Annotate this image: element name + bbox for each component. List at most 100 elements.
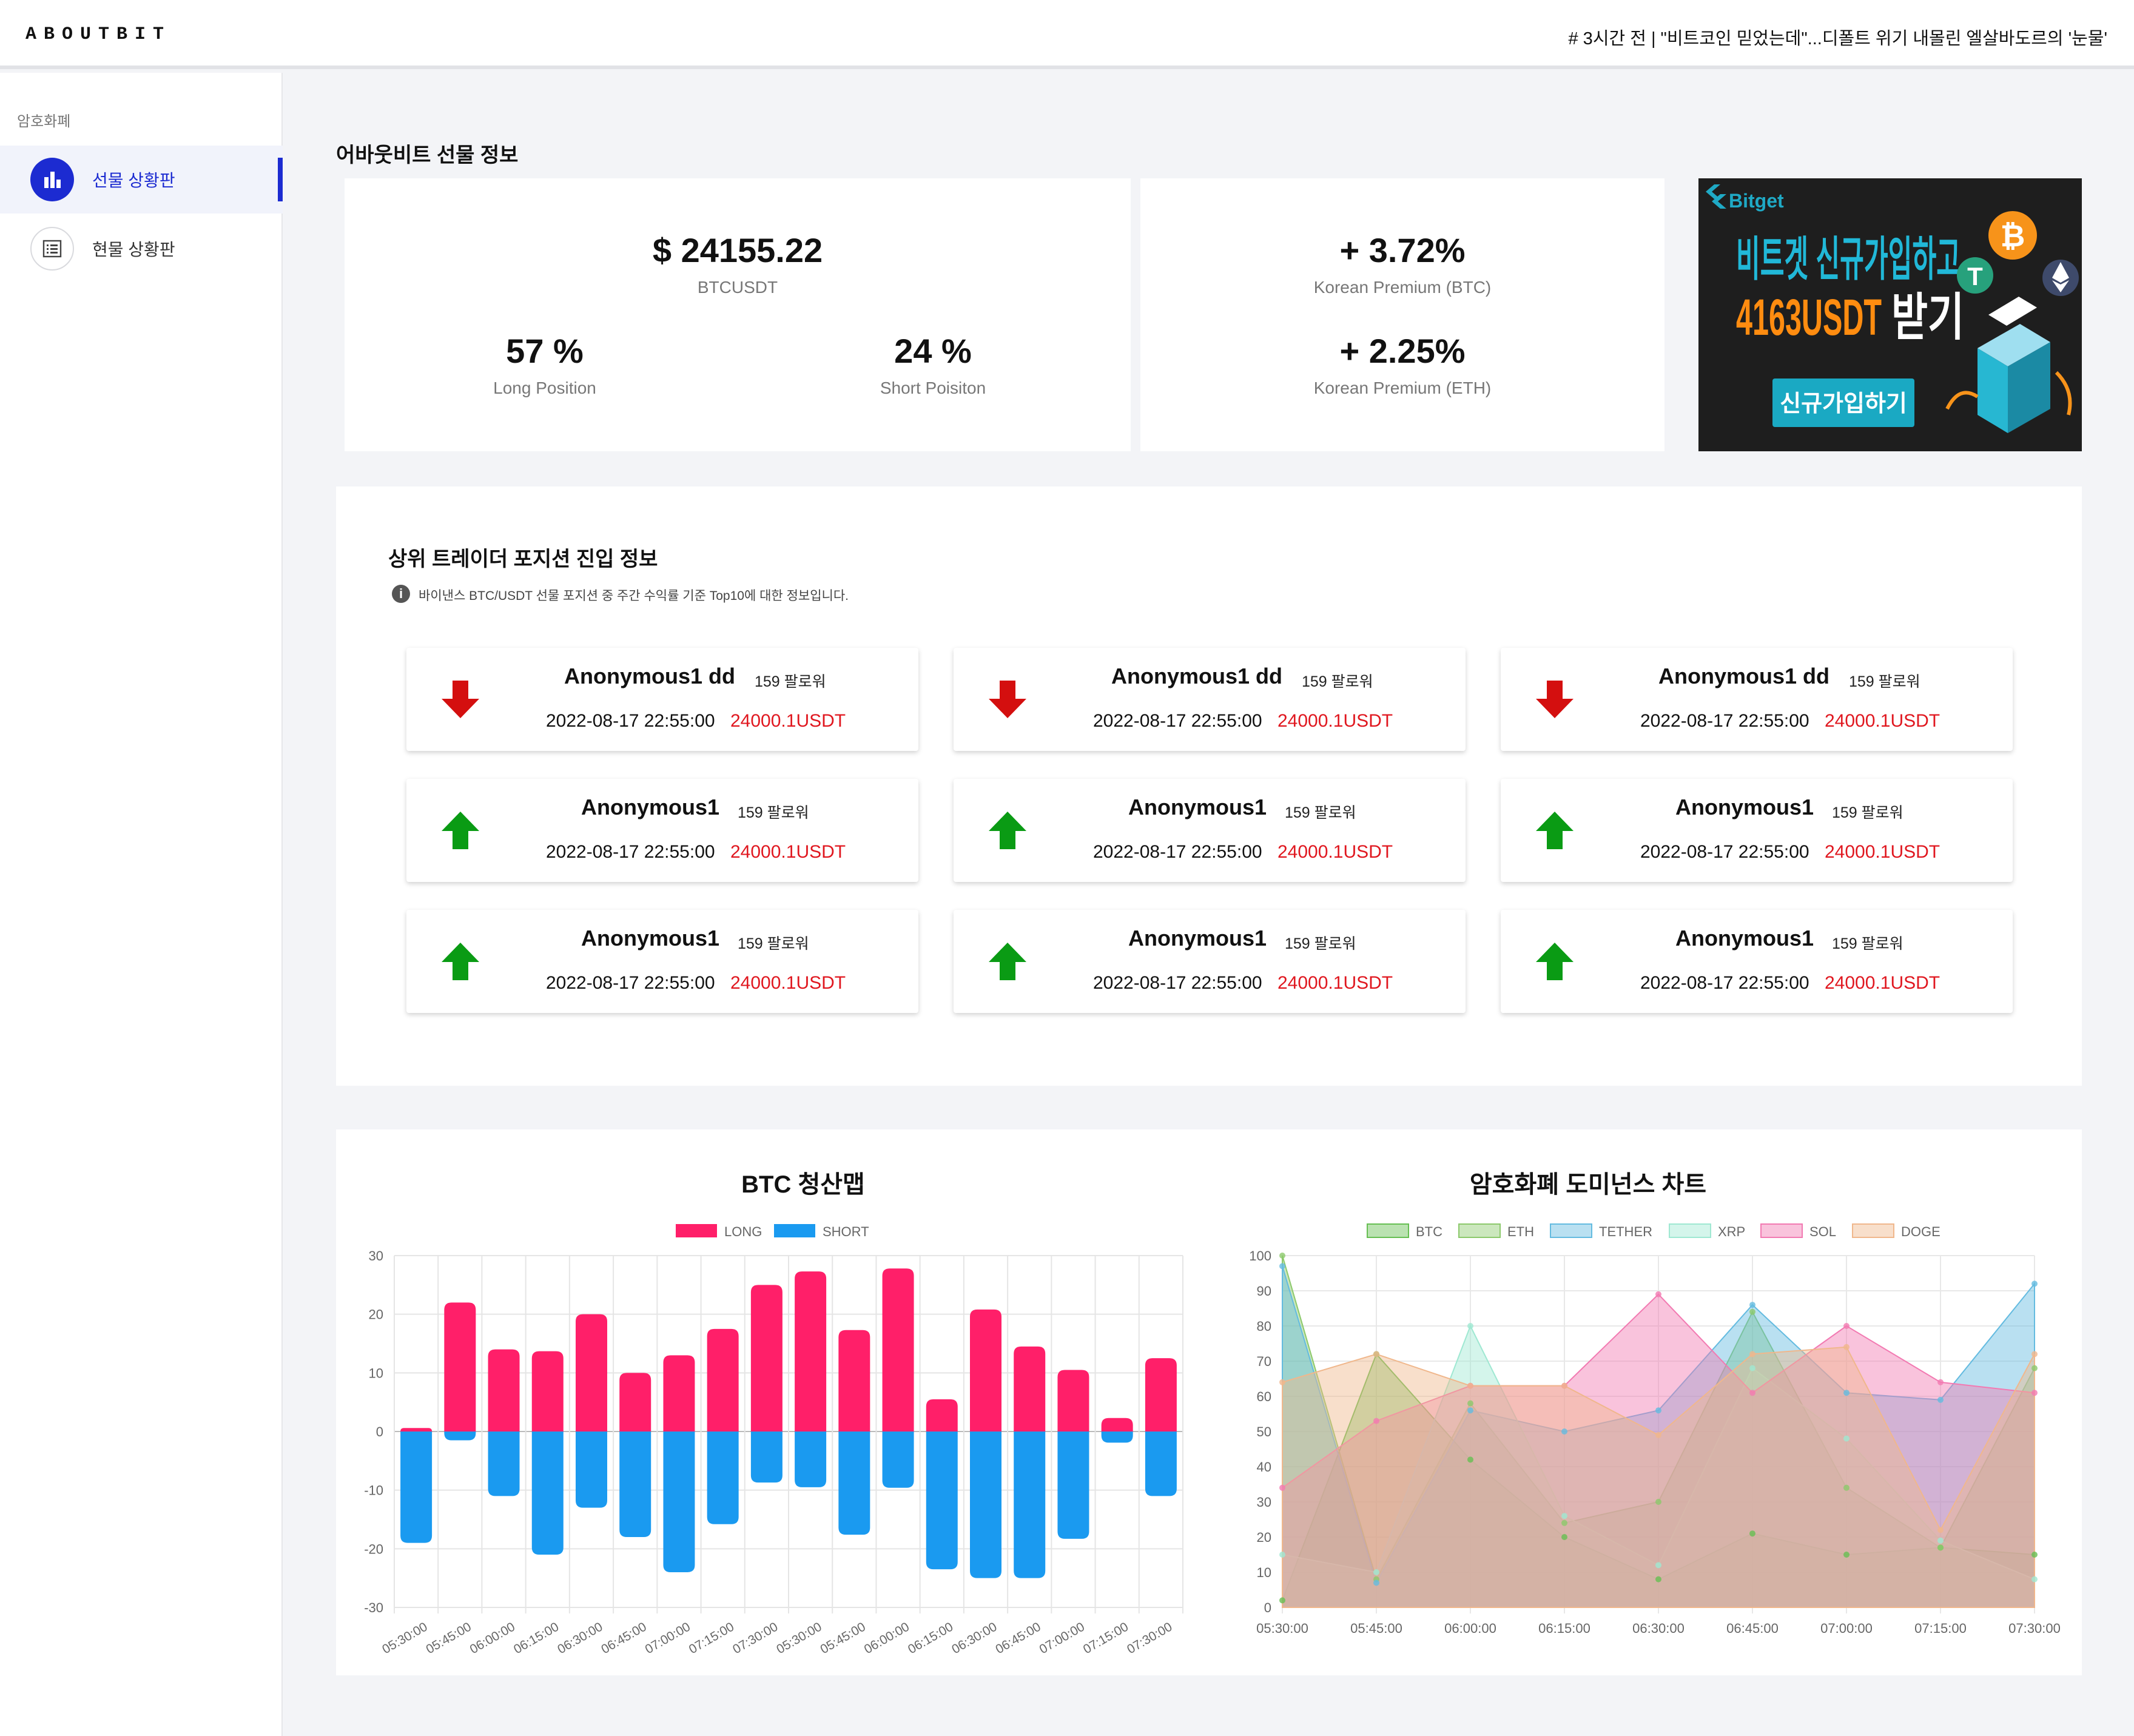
x-tick-label: 07:00:00 — [1037, 1620, 1087, 1657]
point-sol — [1937, 1379, 1944, 1385]
liquidation-chart-title: BTC 청산맵 — [741, 1171, 865, 1198]
point-eth — [1843, 1484, 1850, 1491]
bar-short — [970, 1432, 1001, 1578]
svg-text:₿: ₿ — [2001, 219, 2025, 253]
point-xrp — [1937, 1537, 1944, 1544]
legend-swatch-tether — [1550, 1223, 1592, 1238]
trader-card[interactable]: Anonymous1 159 팔로워 2022-08-17 22:55:00 2400… — [954, 779, 1466, 882]
legend-label: DOGE — [1901, 1224, 1940, 1239]
point-sol — [1843, 1323, 1850, 1329]
x-tick-label: 06:00:00 — [468, 1620, 517, 1657]
point-eth — [1467, 1400, 1473, 1407]
ad-signup-button — [1772, 378, 1914, 427]
point-tether — [1655, 1407, 1661, 1414]
trader-card[interactable]: Anonymous1 159 팔로워 2022-08-17 22:55:00 2400… — [406, 779, 918, 882]
trader-card[interactable]: Anonymous1 159 팔로워 2022-08-17 22:55:00 2400… — [1501, 779, 2013, 882]
legend-label: BTC — [1416, 1224, 1442, 1239]
bar-long — [1057, 1370, 1089, 1432]
trader-card[interactable]: Anonymous1 dd 159 팔로워 2022-08-17 22:55:00 2… — [1501, 648, 2013, 751]
sidebar-item-label: 선물 상황판 — [92, 171, 175, 190]
bar-short — [488, 1432, 520, 1496]
legend-label: XRP — [1718, 1224, 1745, 1239]
dominance-chart: BTC ETH TETHER XRP SOL DOGE100908070605040302… — [1249, 1223, 2061, 1636]
bar-long — [663, 1355, 695, 1432]
point-xrp — [1561, 1513, 1567, 1519]
svg-text:신규가입하기: 신규가입하기 — [1780, 391, 1907, 417]
trader-followers: 159 팔로워 — [1832, 804, 1903, 821]
legend-swatch-btc — [1367, 1223, 1409, 1238]
point-doge — [1843, 1344, 1850, 1350]
point-doge — [1561, 1382, 1567, 1389]
trader-followers: 159 팔로워 — [1285, 935, 1356, 952]
y-tick-label: 20 — [369, 1307, 383, 1322]
point-xrp — [1843, 1435, 1850, 1442]
kp-eth-value: + 2.25% — [1339, 332, 1466, 370]
trader-entry-time: 2022-08-17 22:55:00 — [1093, 842, 1262, 862]
svg-text:T: T — [1967, 262, 1983, 291]
point-eth — [1561, 1519, 1567, 1526]
x-tick-label: 06:45:00 — [599, 1620, 648, 1657]
x-tick-label: 06:30:00 — [555, 1620, 605, 1657]
sidebar-item-futures-board[interactable]: 선물 상황판 — [0, 146, 283, 214]
arrow-up-icon — [989, 943, 1026, 980]
point-btc — [1467, 1456, 1473, 1463]
point-tether — [1561, 1428, 1567, 1435]
bar-short — [444, 1432, 476, 1441]
ad-graphic: Bitget 비트겟 신규가입하고 4163USDT 받기 신규가입하기 ₿ T — [1706, 184, 2079, 433]
trader-card[interactable]: Anonymous1 159 팔로워 2022-08-17 22:55:00 2400… — [1501, 910, 2013, 1013]
trader-entry-time: 2022-08-17 22:55:00 — [546, 842, 715, 862]
trader-entry-time: 2022-08-17 22:55:00 — [1640, 973, 1809, 993]
trader-name: Anonymous1 — [581, 795, 720, 819]
bitcoin-icon — [1988, 211, 2037, 260]
bar-short — [531, 1432, 564, 1555]
bar-short — [1145, 1432, 1177, 1496]
bar-chart-icon — [30, 158, 74, 201]
point-xrp — [1279, 1552, 1285, 1558]
point-sol — [1655, 1291, 1661, 1297]
sidebar-item-spot-board[interactable]: 현물 상황판 — [0, 215, 283, 283]
svg-text:비트겟 신규가입하고: 비트겟 신규가입하고 — [1736, 232, 1961, 286]
bar-short — [1014, 1432, 1046, 1578]
bar-short — [576, 1432, 607, 1508]
x-tick-label: 06:30:00 — [1632, 1621, 1685, 1636]
bar-long — [838, 1330, 870, 1432]
bar-short — [882, 1432, 914, 1488]
x-tick-label: 06:00:00 — [862, 1620, 912, 1657]
x-tick-label: 07:15:00 — [1914, 1621, 1967, 1636]
trader-entry-amount: 24000.1USDT — [1277, 711, 1393, 731]
arrow-down-icon — [1536, 681, 1574, 718]
point-tether — [1937, 1396, 1944, 1403]
legend-swatch-sol — [1760, 1223, 1803, 1238]
news-ticker[interactable]: # 3시간 전 | "비트코인 믿었는데"...디폴트 위기 내몰린 엘살바도르… — [1568, 29, 2108, 49]
bar-long — [1014, 1346, 1046, 1432]
trader-name: Anonymous1 dd — [1111, 664, 1283, 688]
futures-section-title: 어바웃비트 선물 정보 — [336, 144, 519, 167]
bar-short — [838, 1432, 870, 1535]
bar-long — [488, 1349, 520, 1432]
logo[interactable]: ABOUTBIT — [25, 24, 172, 45]
trader-followers: 159 팔로워 — [755, 673, 826, 690]
top-traders-panel: 상위 트레이더 포지션 진입 정보 i 바이낸스 BTC/USDT 선물 포지션… — [336, 486, 2082, 1086]
bar-long — [619, 1373, 651, 1432]
legend-swatch-long — [676, 1224, 717, 1237]
y-tick-label: -30 — [364, 1600, 383, 1615]
x-tick-label: 05:30:00 — [380, 1620, 429, 1657]
point-tether — [1749, 1302, 1755, 1308]
bar-long — [926, 1399, 958, 1432]
trader-name: Anonymous1 — [1128, 926, 1267, 950]
bitget-ad-banner[interactable]: Bitget 비트겟 신규가입하고 4163USDT 받기 신규가입하기 ₿ T — [1698, 178, 2082, 451]
bar-short — [400, 1432, 433, 1543]
trader-card[interactable]: Anonymous1 159 팔로워 2022-08-17 22:55:00 2400… — [954, 910, 1466, 1013]
trader-card[interactable]: Anonymous1 dd 159 팔로워 2022-08-17 22:55:00 2… — [406, 648, 918, 751]
x-tick-label: 06:30:00 — [949, 1620, 999, 1657]
trader-entry-time: 2022-08-17 22:55:00 — [546, 711, 715, 731]
trader-card[interactable]: Anonymous1 159 팔로워 2022-08-17 22:55:00 2400… — [406, 910, 918, 1013]
y-tick-label: 90 — [1257, 1283, 1271, 1299]
x-tick-label: 07:15:00 — [687, 1620, 736, 1657]
trader-name: Anonymous1 — [1675, 926, 1814, 950]
x-tick-label: 07:00:00 — [643, 1620, 693, 1657]
trader-card[interactable]: Anonymous1 dd 159 팔로워 2022-08-17 22:55:00 2… — [954, 648, 1466, 751]
trader-entry-amount: 24000.1USDT — [1825, 842, 1940, 862]
charts-panel: BTC 청산맵 암호화폐 도미넌스 차트 LONG SHORT 30 20 10 0 -10… — [336, 1129, 2082, 1675]
liquidation-chart: LONG SHORT3020100-10-20-3005:30:0005:45:0… — [364, 1224, 1183, 1657]
